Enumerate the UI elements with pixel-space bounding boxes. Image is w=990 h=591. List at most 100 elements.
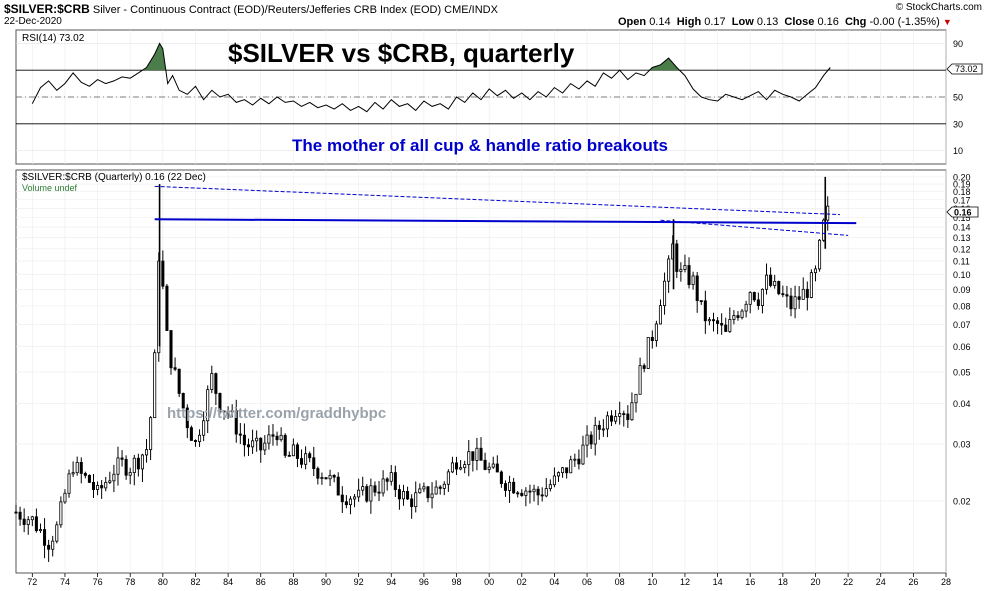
candle-body bbox=[377, 491, 381, 494]
candle-body bbox=[491, 463, 495, 468]
candle-body bbox=[769, 274, 773, 286]
candle-body bbox=[291, 444, 295, 457]
candle-body bbox=[561, 467, 565, 474]
chevron-down-icon[interactable]: ▼ bbox=[942, 17, 952, 27]
candle-body bbox=[340, 494, 344, 503]
candle-body bbox=[601, 428, 605, 431]
candle-body bbox=[104, 481, 108, 489]
candle-body bbox=[259, 437, 263, 451]
candle-body bbox=[140, 454, 144, 470]
candle-body bbox=[55, 524, 59, 542]
x-tick-label: 98 bbox=[452, 577, 462, 587]
candle-body bbox=[585, 434, 589, 446]
candle-body bbox=[47, 544, 51, 550]
price-tick-label: 0.19 bbox=[953, 180, 971, 190]
candle-body bbox=[369, 485, 373, 502]
candle-body bbox=[401, 491, 406, 500]
candle-body bbox=[809, 272, 813, 298]
candle-body bbox=[320, 477, 324, 479]
candle-body bbox=[202, 420, 206, 436]
candle-body bbox=[728, 319, 732, 332]
watermark-text: https://twitter.com/graddhybpc bbox=[167, 405, 386, 422]
x-tick-label: 28 bbox=[941, 577, 951, 587]
candle-body bbox=[177, 368, 181, 394]
candle-body bbox=[638, 365, 642, 395]
candle-body bbox=[744, 303, 748, 312]
candle-body bbox=[467, 451, 471, 466]
x-tick-label: 22 bbox=[843, 577, 853, 587]
price-tick-label: 0.04 bbox=[953, 399, 971, 409]
candle-body bbox=[524, 490, 528, 496]
candle-body bbox=[605, 415, 609, 430]
x-tick-label: 92 bbox=[354, 577, 364, 587]
price-tick-label: 0.10 bbox=[953, 270, 971, 280]
price-tick-label: 0.07 bbox=[953, 320, 971, 330]
x-tick-label: 20 bbox=[810, 577, 820, 587]
candle-body bbox=[189, 427, 193, 441]
candle-body bbox=[393, 472, 397, 490]
candle-body bbox=[100, 485, 104, 489]
candle-body bbox=[418, 488, 422, 494]
x-tick-label: 76 bbox=[93, 577, 103, 587]
candle-body bbox=[389, 472, 393, 482]
chart-subtitle: The mother of all cup & handle ratio bre… bbox=[292, 136, 668, 155]
price-tick-label: 0.09 bbox=[953, 285, 971, 295]
candle-body bbox=[173, 367, 177, 370]
candle-body bbox=[108, 480, 112, 483]
candle-body bbox=[410, 498, 414, 508]
candle-body bbox=[732, 315, 736, 320]
open-label: Open bbox=[618, 16, 647, 28]
candle-body bbox=[683, 265, 687, 270]
candle-body bbox=[663, 280, 667, 307]
x-tick-label: 24 bbox=[876, 577, 886, 587]
candle-body bbox=[348, 498, 352, 506]
candle-body bbox=[206, 389, 210, 422]
x-tick-label: 10 bbox=[647, 577, 657, 587]
horizontal-resistance-line bbox=[154, 218, 857, 225]
x-tick-label: 72 bbox=[27, 577, 37, 587]
x-tick-label: 90 bbox=[321, 577, 331, 587]
candle-body bbox=[161, 260, 165, 287]
close-value: 0.16 bbox=[817, 16, 839, 28]
candle-body bbox=[434, 486, 438, 495]
volume-legend: Volume undef bbox=[22, 183, 78, 193]
candle-body bbox=[626, 413, 630, 421]
candle-body bbox=[210, 373, 214, 391]
candle-body bbox=[736, 315, 740, 318]
candle-body bbox=[658, 305, 662, 325]
candle-body bbox=[263, 442, 267, 451]
candle-body bbox=[169, 330, 173, 369]
candle-body bbox=[508, 481, 512, 491]
candle-body bbox=[667, 258, 671, 282]
x-tick-label: 14 bbox=[713, 577, 723, 587]
candle-body bbox=[650, 336, 654, 342]
candle-body bbox=[752, 292, 756, 301]
x-tick-label: 80 bbox=[158, 577, 168, 587]
candle-body bbox=[38, 529, 42, 532]
candle-body bbox=[597, 424, 601, 430]
candle-body bbox=[756, 299, 760, 306]
candle-body bbox=[67, 473, 71, 494]
brand-label: © StockCharts.com bbox=[895, 2, 982, 13]
candle-body bbox=[397, 489, 401, 500]
candle-body bbox=[34, 516, 38, 532]
candle-body bbox=[87, 475, 91, 483]
trendlines bbox=[154, 185, 857, 236]
candle-body bbox=[361, 486, 365, 491]
candle-body bbox=[536, 488, 540, 496]
candle-body bbox=[459, 467, 463, 470]
price-tick-label: 0.05 bbox=[953, 368, 971, 378]
x-tick-label: 26 bbox=[908, 577, 918, 587]
rsi-last-value: 73.02 bbox=[955, 64, 978, 74]
candle-body bbox=[487, 466, 491, 470]
rsi-last-value-tag: 73.02 bbox=[946, 63, 983, 75]
rsi-tick-label: 10 bbox=[953, 146, 963, 156]
candle-body bbox=[193, 440, 197, 442]
candle-body bbox=[577, 458, 581, 465]
price-tick-label: 0.11 bbox=[953, 257, 970, 267]
symbol-description: Silver - Continuous Contract (EOD)/Reute… bbox=[92, 4, 498, 16]
candle-body bbox=[267, 434, 271, 444]
candle-body bbox=[218, 393, 222, 413]
candle-body bbox=[463, 464, 467, 469]
low-value: 0.13 bbox=[756, 16, 779, 28]
